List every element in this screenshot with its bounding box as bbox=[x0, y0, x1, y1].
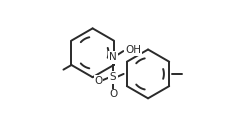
Text: S: S bbox=[110, 72, 116, 82]
Text: N: N bbox=[109, 52, 117, 62]
Text: O: O bbox=[109, 89, 117, 99]
Text: OH: OH bbox=[125, 45, 141, 55]
Text: O: O bbox=[94, 76, 103, 86]
